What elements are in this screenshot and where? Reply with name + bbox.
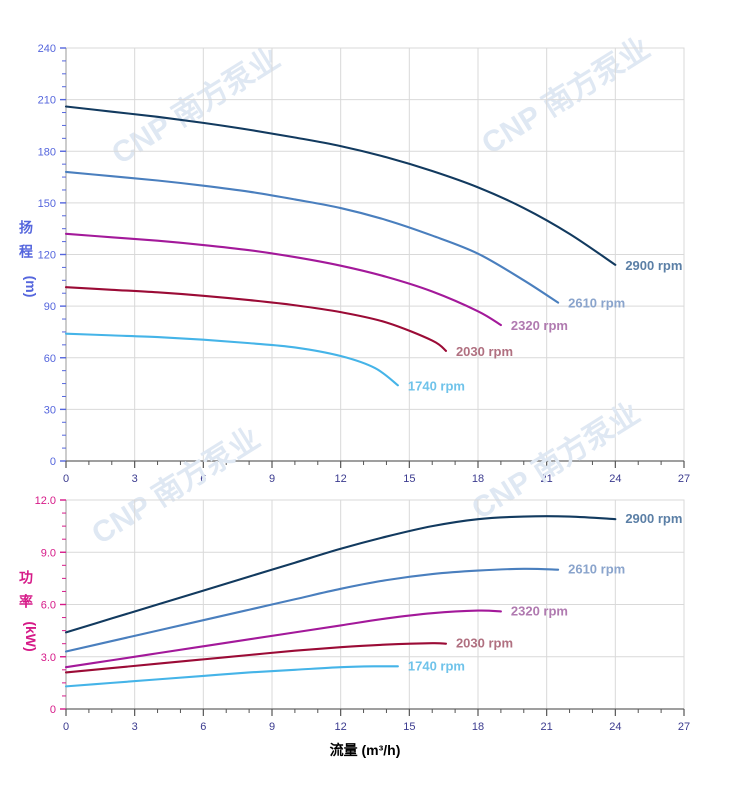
x-tick-label: 6 bbox=[200, 721, 206, 733]
y-tick-label: 12.0 bbox=[35, 495, 56, 507]
series-line-2030-rpm[interactable] bbox=[64, 642, 448, 674]
series-label-2900-rpm: 2900 rpm bbox=[625, 511, 682, 526]
x-tick-label: 27 bbox=[678, 721, 690, 733]
x-tick-label: 9 bbox=[269, 473, 275, 485]
x-tick-label: 12 bbox=[335, 473, 347, 485]
x-tick-label: 27 bbox=[678, 473, 690, 485]
series-line-2610-rpm[interactable] bbox=[64, 170, 560, 304]
y-tick-label: 90 bbox=[44, 301, 56, 313]
y-tick-label: 120 bbox=[38, 250, 56, 262]
x-tick-label: 18 bbox=[472, 721, 484, 733]
y-tick-label: 210 bbox=[38, 95, 56, 107]
series-line-2030-rpm[interactable] bbox=[64, 286, 448, 352]
x-tick-label: 6 bbox=[200, 473, 206, 485]
y-tick-label: 0 bbox=[50, 456, 56, 468]
y-tick-label: 240 bbox=[38, 43, 56, 55]
y-tick-label: 0 bbox=[50, 704, 56, 716]
x-tick-label: 0 bbox=[63, 473, 69, 485]
series-label-2320-rpm: 2320 rpm bbox=[511, 318, 568, 333]
series-line-2900-rpm[interactable] bbox=[64, 515, 617, 634]
x-axis-title: 流量 (m³/h) bbox=[330, 742, 401, 758]
x-tick-label: 18 bbox=[472, 473, 484, 485]
x-tick-label: 0 bbox=[63, 721, 69, 733]
y-tick-label: 9.0 bbox=[41, 547, 56, 559]
series-label-2320-rpm: 2320 rpm bbox=[511, 603, 568, 618]
y-axis-title: 扬 bbox=[19, 220, 33, 236]
x-tick-label: 24 bbox=[609, 721, 621, 733]
series-label-1740-rpm: 1740 rpm bbox=[408, 658, 465, 673]
series-label-1740-rpm: 1740 rpm bbox=[408, 378, 465, 393]
x-tick-label: 15 bbox=[403, 473, 415, 485]
x-tick-label: 9 bbox=[269, 721, 275, 733]
y-tick-label: 60 bbox=[44, 353, 56, 365]
series-label-2030-rpm: 2030 rpm bbox=[456, 344, 513, 359]
y-axis-title: (m) bbox=[23, 276, 39, 298]
y-tick-label: 180 bbox=[38, 146, 56, 158]
series-label-2900-rpm: 2900 rpm bbox=[625, 258, 682, 273]
x-tick-label: 21 bbox=[541, 721, 553, 733]
series-line-2320-rpm[interactable] bbox=[64, 232, 502, 327]
series-line-2610-rpm[interactable] bbox=[64, 567, 560, 653]
series-line-2900-rpm[interactable] bbox=[64, 105, 617, 266]
series-line-2320-rpm[interactable] bbox=[64, 609, 502, 669]
series-line-1740-rpm[interactable] bbox=[64, 332, 399, 387]
x-tick-label: 21 bbox=[541, 473, 553, 485]
y-tick-label: 30 bbox=[44, 404, 56, 416]
x-tick-label: 12 bbox=[335, 721, 347, 733]
y-axis-title: 功 bbox=[19, 570, 33, 586]
y-axis-title: 率 bbox=[19, 594, 33, 610]
y-axis-title: (kW) bbox=[23, 621, 39, 651]
x-tick-label: 3 bbox=[132, 721, 138, 733]
series-label-2030-rpm: 2030 rpm bbox=[456, 636, 513, 651]
series-label-2610-rpm: 2610 rpm bbox=[568, 562, 625, 577]
x-tick-label: 24 bbox=[609, 473, 621, 485]
y-tick-label: 3.0 bbox=[41, 652, 56, 664]
y-tick-label: 150 bbox=[38, 198, 56, 210]
x-tick-label: 3 bbox=[132, 473, 138, 485]
y-axis-title: 程 bbox=[19, 244, 33, 260]
x-tick-label: 15 bbox=[403, 721, 415, 733]
series-line-1740-rpm[interactable] bbox=[64, 665, 399, 688]
y-tick-label: 6.0 bbox=[41, 600, 56, 612]
series-label-2610-rpm: 2610 rpm bbox=[568, 296, 625, 311]
